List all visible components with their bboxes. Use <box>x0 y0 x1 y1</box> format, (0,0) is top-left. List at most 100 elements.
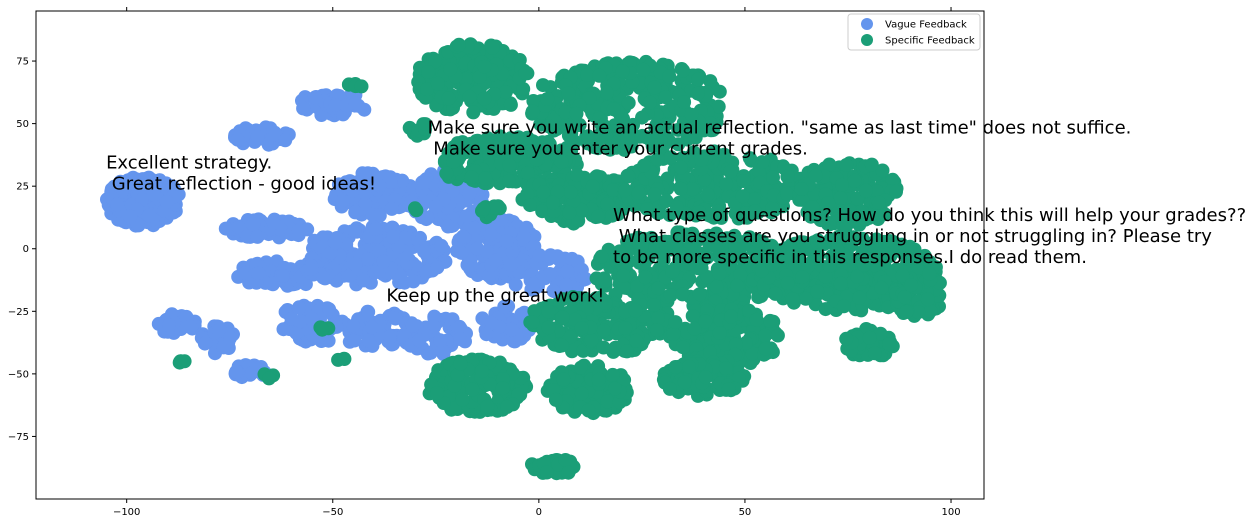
point <box>383 329 398 344</box>
y-tick-label: 50 <box>16 119 29 130</box>
x-tick-label: 0 <box>536 507 542 518</box>
point <box>480 399 495 414</box>
point <box>348 205 363 220</box>
point <box>821 196 836 211</box>
point <box>700 270 715 284</box>
point <box>835 177 849 192</box>
legend-label: Specific Feedback <box>885 36 975 47</box>
point <box>417 244 432 259</box>
point <box>347 224 362 238</box>
point <box>470 241 485 256</box>
point <box>502 174 516 189</box>
point <box>664 150 678 165</box>
annotation-line: Make sure you enter your current grades. <box>428 139 808 160</box>
point <box>223 331 237 345</box>
point <box>526 276 541 291</box>
point <box>151 316 166 331</box>
point <box>348 96 363 111</box>
point <box>656 252 671 267</box>
point <box>719 177 734 192</box>
point <box>736 174 751 188</box>
point <box>276 268 290 283</box>
point <box>632 129 647 144</box>
point <box>494 212 509 227</box>
point <box>427 320 442 334</box>
point <box>698 314 713 329</box>
point <box>183 319 198 334</box>
point <box>544 250 559 265</box>
point <box>561 128 576 143</box>
point <box>467 221 482 236</box>
annotation-line: What type of questions? How do you think… <box>613 205 1246 226</box>
point <box>479 327 494 342</box>
point <box>673 181 688 196</box>
y-tick-label: −25 <box>8 307 29 318</box>
point <box>595 119 610 134</box>
point <box>716 256 731 270</box>
point <box>698 370 713 385</box>
point <box>569 106 584 121</box>
point <box>520 130 535 145</box>
point <box>638 270 653 285</box>
point <box>365 320 379 335</box>
point <box>347 333 362 348</box>
annotation-line: to be more specific in this responses.I … <box>613 247 1087 268</box>
point <box>561 86 576 101</box>
point <box>142 208 157 223</box>
point <box>453 356 468 371</box>
point <box>640 202 655 217</box>
point <box>677 375 692 390</box>
point <box>871 195 886 210</box>
point <box>497 299 512 314</box>
point <box>842 203 857 218</box>
point <box>675 287 690 302</box>
point <box>529 152 544 167</box>
point <box>585 179 600 194</box>
point <box>532 248 547 263</box>
point <box>665 264 680 279</box>
point <box>839 331 854 346</box>
point <box>250 229 265 244</box>
point <box>526 94 541 108</box>
point <box>766 170 780 185</box>
point <box>555 310 570 325</box>
point <box>525 315 540 330</box>
point <box>648 240 663 255</box>
point <box>763 313 778 328</box>
point <box>780 186 795 201</box>
point <box>146 187 161 202</box>
point <box>345 183 360 198</box>
point <box>502 158 517 173</box>
point <box>666 327 681 341</box>
legend: Vague Feedback Specific Feedback <box>847 13 981 51</box>
point <box>560 264 575 279</box>
point <box>591 372 606 387</box>
point <box>165 179 180 194</box>
point <box>700 187 715 202</box>
annotation-line: What classes are you struggling in or no… <box>613 226 1212 247</box>
point <box>335 194 349 209</box>
point <box>430 260 445 275</box>
point <box>668 360 683 374</box>
point <box>240 229 255 244</box>
point <box>658 90 673 105</box>
point <box>637 158 651 173</box>
point <box>484 316 499 331</box>
point <box>495 381 510 396</box>
point <box>454 245 469 260</box>
point <box>594 249 609 264</box>
point <box>591 141 605 156</box>
point <box>580 68 595 82</box>
point <box>376 254 391 269</box>
scatter-points <box>100 37 947 481</box>
point <box>885 172 900 187</box>
point <box>592 68 607 83</box>
point <box>882 337 897 352</box>
point <box>231 220 246 235</box>
annotation-line: Make sure you write an actual reflection… <box>428 118 1132 139</box>
point <box>668 315 683 330</box>
point <box>159 194 174 209</box>
point <box>768 286 783 301</box>
point <box>659 193 674 208</box>
point <box>578 272 593 286</box>
